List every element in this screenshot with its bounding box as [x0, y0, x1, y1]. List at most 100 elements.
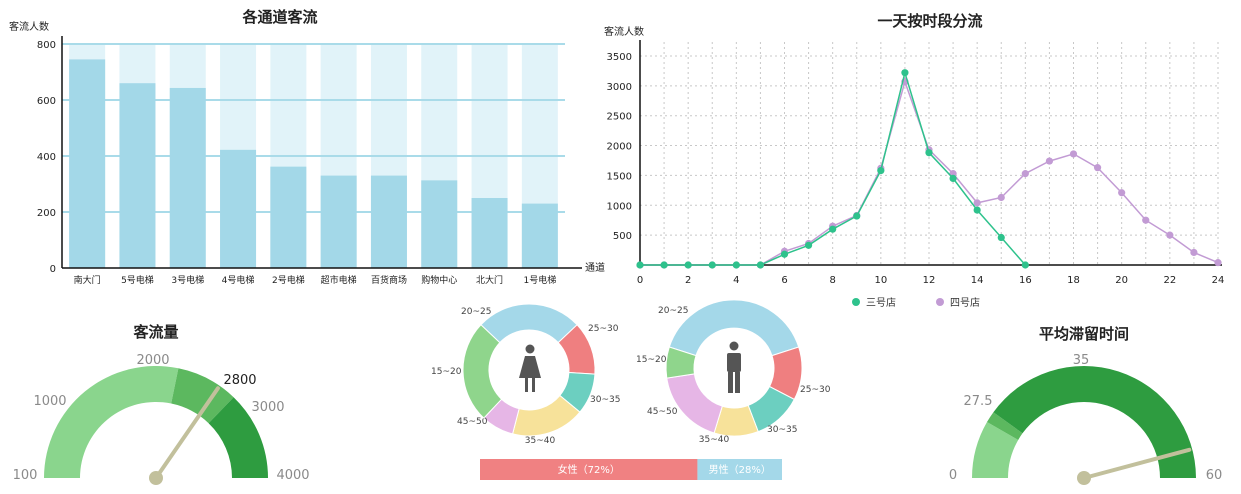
bar [521, 203, 558, 268]
donut-slice [480, 303, 578, 344]
bar-chart-title: 各通道客流 [241, 8, 317, 26]
line-point [1021, 170, 1029, 178]
donut-slice [666, 373, 723, 434]
line-point [901, 69, 909, 77]
line-point [756, 261, 765, 269]
gauge-tick-label: 4000 [276, 468, 309, 483]
gauge-visitor-count: 客流量 100 1000 2000 3000 4000 2800 [13, 323, 310, 485]
bar [270, 166, 307, 268]
line-point [708, 261, 716, 269]
male-icon [728, 372, 733, 393]
bar-chart-category-label: 2号电梯 [272, 274, 305, 286]
line-point [853, 212, 861, 220]
line-chart-x-tick-label: 2 [685, 275, 691, 286]
gauge-average-dwell-time: 平均滞留时间 0 27.5 35 60 [949, 325, 1222, 485]
line-point [1190, 248, 1198, 257]
bar [471, 198, 508, 268]
line-point [636, 261, 644, 269]
gender-ratio-label: 男性（28%） [709, 463, 771, 476]
female-icon [525, 378, 528, 392]
donut-slice-label: 25~30 [800, 385, 831, 395]
bar-chart-category-label: 1号电梯 [523, 274, 556, 286]
legend-marker-store3 [852, 298, 860, 306]
gauge-tick-label: 100 [13, 468, 38, 483]
bar-chart-y-tick-label: 0 [50, 264, 56, 275]
line-point [732, 261, 740, 269]
bar-chart-category-label: 购物中心 [421, 274, 457, 286]
line-chart-x-tick-label: 20 [1115, 275, 1128, 286]
bar [119, 83, 156, 268]
gauge-needle-hub [1077, 471, 1091, 485]
line-point [1069, 150, 1078, 158]
line-chart-x-tick-label: 16 [1019, 275, 1032, 286]
legend-label-store3: 三号店 [866, 296, 896, 309]
line-point [1021, 261, 1029, 269]
gender-ratio-bar: 女性（72%） 男性（28%） [480, 459, 782, 480]
bar [169, 87, 206, 269]
bar-chart-category-label: 3号电梯 [171, 274, 204, 286]
bar-chart-category-label: 超市电梯 [321, 274, 357, 286]
line-point [973, 199, 981, 207]
gauge-band [972, 422, 1019, 478]
gauge-average-dwell-time-title: 平均滞留时间 [1039, 325, 1129, 343]
donut-male-age: 20~25 25~30 30~35 35~40 45~50 15~20 [636, 299, 831, 445]
male-icon [727, 353, 741, 372]
line-point [1093, 164, 1102, 172]
gauge-tick-label: 60 [1206, 468, 1223, 483]
bar-chart-y-tick-label: 400 [37, 152, 56, 163]
bar [421, 180, 458, 268]
line-chart-x-tick-label: 14 [971, 275, 984, 286]
line-chart-y-axis-label: 客流人数 [604, 25, 644, 38]
bar-chart-category-label: 北大门 [476, 274, 503, 286]
gauge-tick-label: 35 [1073, 353, 1090, 368]
gauge-tick-label: 2000 [136, 353, 169, 368]
donut-slice-label: 15~20 [431, 367, 462, 377]
line-chart-x-tick-label: 12 [923, 275, 936, 286]
line-point [829, 225, 837, 233]
line-point [1214, 259, 1222, 267]
donut-slice-label: 20~25 [658, 306, 688, 316]
line-point [997, 193, 1005, 202]
gauge-tick-label: 3000 [251, 400, 284, 415]
donut-slice-label: 30~35 [767, 425, 797, 435]
bar-chart-category-label: 南大门 [74, 274, 101, 286]
line-point [877, 167, 885, 175]
line-chart-y-tick-label: 500 [613, 231, 632, 242]
line-chart-x-tick-label: 6 [781, 275, 787, 286]
gauge-band [171, 368, 234, 424]
donut-slice-label: 30~35 [590, 395, 620, 405]
gauge-needle [1082, 447, 1192, 480]
line-point [973, 206, 981, 214]
gauge-tick-label: 0 [949, 468, 957, 483]
bar-chart-x-axis-label: 通道 [585, 261, 605, 274]
gauge-visitor-count-title: 客流量 [132, 323, 178, 341]
female-icon [532, 378, 535, 392]
line-chart-y-tick-label: 1000 [607, 201, 632, 212]
bar [69, 59, 106, 269]
bar-chart-y-axis-label: 客流人数 [9, 20, 49, 33]
bar [370, 175, 407, 268]
bar-chart-y-tick-label: 200 [37, 208, 56, 219]
line-chart-x-tick-label: 0 [637, 275, 643, 286]
gauge-needle-hub [149, 471, 163, 485]
donut-slice [462, 324, 503, 419]
gauge-band [44, 366, 179, 478]
gauge-band [987, 412, 1023, 440]
donut-slice-label: 25~30 [588, 324, 619, 334]
female-icon [519, 356, 541, 378]
line-chart-y-tick-label: 3000 [607, 82, 632, 93]
line-chart-x-tick-label: 8 [829, 275, 835, 286]
gender-ratio-segment [480, 459, 698, 480]
donut-slice-label: 20~25 [461, 307, 491, 317]
line-point [1118, 189, 1126, 197]
donut-slice [665, 346, 697, 379]
bar [320, 175, 357, 268]
donut-slice [668, 299, 800, 357]
line-chart-title: 一天按时段分流 [877, 12, 982, 30]
donut-slice-label: 45~50 [457, 417, 488, 427]
line-chart-y-tick-label: 3500 [607, 52, 632, 63]
